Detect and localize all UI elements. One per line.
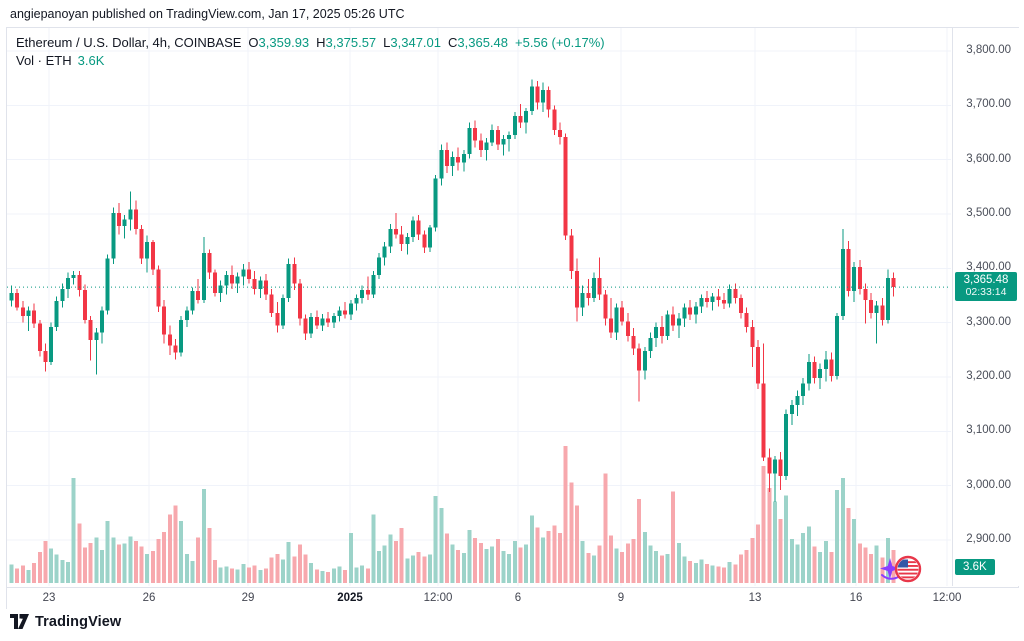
volume-row-value: 3.6K <box>77 53 105 68</box>
time-tick-label: 12:00 <box>932 592 962 604</box>
last-price-label: 3,365.48 02:33:14 <box>955 272 1017 302</box>
price-tick-label: 3,000.00 <box>966 478 1011 491</box>
overlay-badges <box>880 555 922 583</box>
chart-widget: Ethereum / U.S. Dollar, 4h, COINBASE O3,3… <box>6 27 1019 609</box>
time-tick-label: 13 <box>748 592 762 604</box>
price-tick-label: 3,100.00 <box>966 424 1011 437</box>
tradingview-logo-icon[interactable] <box>10 613 29 630</box>
price-tick-label: 3,600.00 <box>966 152 1011 165</box>
candles <box>9 79 896 502</box>
time-tick-label: 6 <box>514 592 522 604</box>
ohlc-l: L3,347.01 <box>383 35 441 50</box>
time-axis[interactable]: 23 26 29 2025 12:00 6 9 13 16 12:00 <box>7 587 1019 609</box>
price-tick-label: 3,500.00 <box>966 206 1011 219</box>
symbol-title: Ethereum / U.S. Dollar, 4h, COINBASE <box>16 35 242 50</box>
time-tick-label: 12:00 <box>423 592 453 604</box>
price-axis[interactable]: 3,365.48 02:33:14 3.6K 3,800.00 3,700.00 3… <box>952 28 1019 586</box>
time-tick-label: 9 <box>617 592 625 604</box>
price-tick-label: 3,200.00 <box>966 369 1011 382</box>
legend-symbol-row: Ethereum / U.S. Dollar, 4h, COINBASE O3,3… <box>16 34 605 51</box>
price-tick-label: 3,700.00 <box>966 98 1011 111</box>
price-tick-label: 3,300.00 <box>966 315 1011 328</box>
chart-pane[interactable]: Ethereum / U.S. Dollar, 4h, COINBASE O3,3… <box>7 28 951 586</box>
time-tick-label: 16 <box>849 592 863 604</box>
attribution-text: angiepanoyan published on TradingView.co… <box>10 7 405 21</box>
price-change: +5.56 (+0.17%) <box>515 35 605 50</box>
volume-row-label: Vol · ETH <box>16 53 72 68</box>
bar-countdown: 02:33:14 <box>965 286 1007 299</box>
last-price-value: 3,365.48 <box>963 274 1009 287</box>
tradingview-logo-text[interactable]: TradingView <box>35 613 122 630</box>
volume-bars <box>9 446 896 583</box>
ohlc-h: H3,375.57 <box>316 35 377 50</box>
time-tick-label: 2025 <box>337 592 363 604</box>
ohlc-c: C3,365.48 <box>448 35 508 50</box>
chart-legend: Ethereum / U.S. Dollar, 4h, COINBASE O3,3… <box>16 34 605 69</box>
legend-volume-row: Vol · ETH 3.6K <box>16 52 605 69</box>
price-tick-label: 2,900.00 <box>966 532 1011 545</box>
us-flag-icon <box>894 555 922 583</box>
time-tick-label: 23 <box>42 592 56 604</box>
price-tick-label: 3,800.00 <box>966 44 1011 56</box>
time-tick-label: 26 <box>142 592 156 604</box>
price-tick-label: 3,400.00 <box>966 261 1011 274</box>
grid-lines <box>7 28 951 586</box>
footer: TradingView <box>10 613 121 630</box>
time-tick-label: 29 <box>241 592 255 604</box>
volume-axis-badge: 3.6K <box>955 559 995 575</box>
ohlc-values: O3,359.93 H3,375.57 L3,347.01 C3,365.48 <box>241 35 508 50</box>
candlestick-chart[interactable] <box>7 28 951 586</box>
ohlc-o: O3,359.93 <box>248 35 310 50</box>
